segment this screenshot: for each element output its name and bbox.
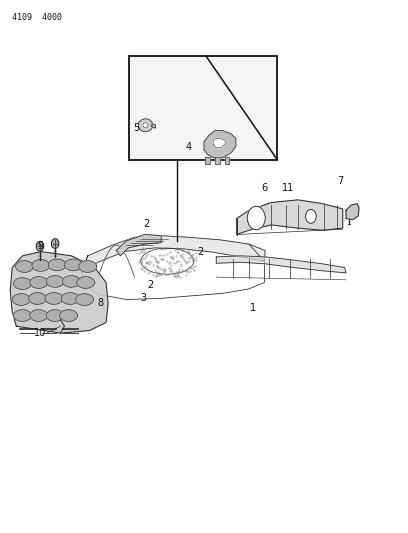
Polygon shape — [13, 278, 31, 289]
Polygon shape — [46, 310, 64, 321]
Polygon shape — [12, 294, 30, 305]
Text: 11: 11 — [282, 183, 294, 192]
Text: 2: 2 — [143, 219, 149, 229]
Circle shape — [247, 206, 265, 230]
Circle shape — [306, 209, 316, 223]
Text: 4: 4 — [185, 142, 192, 151]
Polygon shape — [204, 131, 236, 158]
Polygon shape — [82, 236, 265, 273]
Text: 2: 2 — [147, 280, 153, 290]
Polygon shape — [213, 139, 225, 148]
Polygon shape — [152, 124, 155, 128]
Polygon shape — [29, 293, 47, 304]
Text: 4109  4000: 4109 4000 — [12, 13, 62, 22]
Text: 7: 7 — [337, 176, 344, 186]
Polygon shape — [62, 276, 80, 287]
Polygon shape — [79, 261, 97, 272]
Circle shape — [51, 239, 59, 248]
Text: 3: 3 — [140, 294, 147, 303]
Polygon shape — [225, 157, 229, 164]
Polygon shape — [10, 252, 108, 333]
Text: 10: 10 — [34, 328, 46, 338]
Polygon shape — [77, 277, 95, 288]
Text: 8: 8 — [97, 298, 103, 308]
Polygon shape — [215, 157, 220, 164]
Circle shape — [36, 241, 44, 251]
Polygon shape — [143, 123, 148, 128]
Polygon shape — [30, 310, 48, 321]
Text: 2: 2 — [197, 247, 203, 256]
Polygon shape — [116, 235, 161, 256]
Polygon shape — [237, 200, 343, 235]
Polygon shape — [64, 259, 82, 271]
Polygon shape — [138, 119, 153, 132]
Polygon shape — [45, 293, 63, 304]
Bar — [129, 56, 277, 160]
Polygon shape — [61, 293, 79, 304]
Text: 6: 6 — [261, 183, 268, 192]
Polygon shape — [32, 260, 50, 271]
Text: 1: 1 — [250, 303, 256, 313]
Text: 5: 5 — [133, 123, 140, 133]
Polygon shape — [60, 310, 78, 321]
Polygon shape — [30, 277, 48, 288]
Polygon shape — [346, 204, 359, 220]
Polygon shape — [46, 276, 64, 287]
Polygon shape — [16, 261, 33, 272]
Polygon shape — [48, 259, 66, 271]
Polygon shape — [75, 294, 93, 305]
Polygon shape — [206, 157, 210, 164]
Polygon shape — [216, 256, 346, 273]
Text: 9: 9 — [38, 241, 44, 251]
Polygon shape — [13, 310, 31, 321]
